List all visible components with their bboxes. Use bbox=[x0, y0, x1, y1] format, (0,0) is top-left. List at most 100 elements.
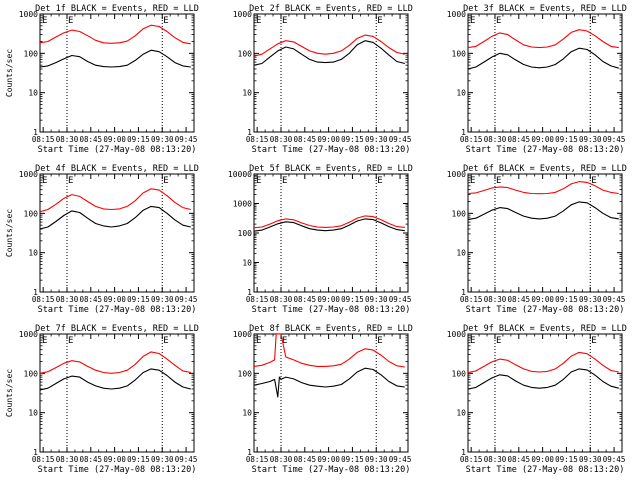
series-line-black bbox=[254, 367, 405, 398]
edge-marker-label: E bbox=[470, 176, 475, 186]
x-tick-label: 09:15 bbox=[127, 455, 150, 464]
y-tick-label: 1 bbox=[247, 288, 252, 297]
x-tick-label: 09:00 bbox=[103, 135, 126, 144]
y-tick-label: 10 bbox=[456, 89, 466, 98]
series-line-red bbox=[40, 351, 191, 374]
y-tick-label: 1000 bbox=[19, 170, 38, 179]
y-tick-label: 1000 bbox=[447, 170, 466, 179]
y-axis-label: Counts/sec bbox=[5, 369, 14, 417]
x-tick-label: 09:00 bbox=[317, 295, 340, 304]
series-line-black bbox=[40, 49, 191, 68]
x-axis-label: Start Time (27-May-08 08:13:20) bbox=[252, 465, 411, 475]
series-line-red bbox=[40, 24, 191, 45]
x-tick-label: 08:30 bbox=[270, 295, 293, 304]
series-line-red bbox=[468, 351, 619, 374]
chart-title: Det 8f BLACK = Events, RED = LLD bbox=[249, 324, 413, 334]
y-tick-label: 1000 bbox=[447, 330, 466, 339]
x-tick-label: 08:45 bbox=[80, 295, 103, 304]
x-tick-label: 09:45 bbox=[389, 135, 412, 144]
chart-panel-9: Det 9f BLACK = Events, RED = LLD E E E 1 10 10… bbox=[447, 324, 627, 475]
event-marker-label: E bbox=[591, 176, 596, 186]
series-line-red bbox=[468, 181, 619, 195]
x-tick-label: 09:00 bbox=[317, 455, 340, 464]
x-axis-label: Start Time (27-May-08 08:13:20) bbox=[252, 305, 411, 315]
y-tick-label: 100 bbox=[452, 209, 467, 218]
x-tick-label: 09:30 bbox=[579, 455, 602, 464]
event-marker-label: E bbox=[68, 336, 73, 346]
y-tick-label: 100 bbox=[452, 369, 467, 378]
series-line-red bbox=[254, 34, 405, 57]
event-marker-label: E bbox=[282, 336, 287, 346]
edge-marker-label: E bbox=[256, 336, 261, 346]
x-tick-label: 08:15 bbox=[32, 455, 55, 464]
x-tick-label: 09:15 bbox=[341, 135, 364, 144]
x-tick-label: 08:30 bbox=[56, 295, 79, 304]
series-line-black bbox=[40, 205, 191, 230]
event-marker-label: E bbox=[377, 176, 382, 186]
y-tick-label: 10 bbox=[28, 409, 38, 418]
chart-title: Det 7f BLACK = Events, RED = LLD bbox=[35, 324, 199, 334]
y-tick-label: 1 bbox=[33, 128, 38, 137]
edge-marker-label: E bbox=[470, 16, 475, 26]
y-tick-label: 10 bbox=[456, 249, 466, 258]
edge-marker-label: E bbox=[470, 336, 475, 346]
series-line-black bbox=[254, 218, 405, 232]
x-tick-label: 09:30 bbox=[365, 135, 388, 144]
y-tick-label: 10 bbox=[456, 409, 466, 418]
plot-frame bbox=[39, 333, 195, 453]
event-marker-label: E bbox=[496, 16, 501, 26]
event-marker-label: E bbox=[282, 16, 287, 26]
y-tick-label: 1 bbox=[461, 128, 466, 137]
y-tick-label: 1000 bbox=[447, 10, 466, 19]
x-tick-label: 09:45 bbox=[603, 135, 626, 144]
x-tick-label: 08:15 bbox=[246, 135, 269, 144]
event-marker-label: E bbox=[591, 16, 596, 26]
edge-marker-label: E bbox=[256, 176, 261, 186]
x-tick-label: 09:00 bbox=[531, 455, 554, 464]
edge-marker-label: E bbox=[256, 16, 261, 26]
x-tick-label: 08:15 bbox=[246, 455, 269, 464]
y-tick-label: 1000 bbox=[233, 200, 252, 209]
x-tick-label: 08:45 bbox=[294, 455, 317, 464]
x-tick-label: 08:30 bbox=[484, 295, 507, 304]
x-axis-label: Start Time (27-May-08 08:13:20) bbox=[38, 305, 197, 315]
x-tick-label: 09:15 bbox=[127, 295, 150, 304]
x-axis-label: Start Time (27-May-08 08:13:20) bbox=[466, 305, 625, 315]
y-tick-label: 10 bbox=[242, 409, 252, 418]
event-marker-label: E bbox=[163, 16, 168, 26]
y-tick-label: 1 bbox=[461, 288, 466, 297]
x-tick-label: 09:15 bbox=[555, 455, 578, 464]
y-tick-label: 1 bbox=[461, 448, 466, 457]
x-tick-label: 09:30 bbox=[365, 455, 388, 464]
y-tick-label: 10 bbox=[242, 259, 252, 268]
x-tick-label: 09:30 bbox=[151, 455, 174, 464]
y-tick-label: 1 bbox=[247, 128, 252, 137]
y-tick-label: 100 bbox=[238, 49, 253, 58]
y-tick-label: 1000 bbox=[19, 10, 38, 19]
x-tick-label: 08:45 bbox=[508, 295, 531, 304]
event-marker-label: E bbox=[496, 336, 501, 346]
y-tick-label: 10 bbox=[28, 249, 38, 258]
x-tick-label: 08:15 bbox=[460, 295, 483, 304]
x-tick-label: 09:45 bbox=[175, 135, 198, 144]
chart-panel-5: Det 5f BLACK = Events, RED = LLD E E E 1 10 10… bbox=[228, 164, 413, 315]
y-tick-label: 100 bbox=[24, 209, 39, 218]
y-axis-label: Counts/sec bbox=[5, 49, 14, 97]
series-line-red bbox=[468, 29, 619, 49]
y-tick-label: 1 bbox=[33, 448, 38, 457]
x-tick-label: 09:30 bbox=[579, 295, 602, 304]
plot-frame bbox=[253, 173, 409, 293]
x-tick-label: 08:45 bbox=[80, 455, 103, 464]
chart-panel-2: Det 2f BLACK = Events, RED = LLD E E E 1 10 10… bbox=[233, 4, 413, 155]
chart-title: Det 5f BLACK = Events, RED = LLD bbox=[249, 164, 413, 174]
event-marker-label: E bbox=[377, 16, 382, 26]
y-tick-label: 1000 bbox=[233, 10, 252, 19]
plot-frame bbox=[467, 13, 623, 133]
chart-panel-1: Det 1f BLACK = Events, RED = LLD E E E 1 10 10… bbox=[5, 4, 199, 155]
y-tick-label: 1 bbox=[247, 448, 252, 457]
x-tick-label: 08:30 bbox=[484, 135, 507, 144]
y-tick-label: 100 bbox=[24, 369, 39, 378]
edge-marker-label: E bbox=[42, 16, 47, 26]
series-line-red bbox=[254, 334, 405, 368]
x-axis-label: Start Time (27-May-08 08:13:20) bbox=[466, 145, 625, 155]
